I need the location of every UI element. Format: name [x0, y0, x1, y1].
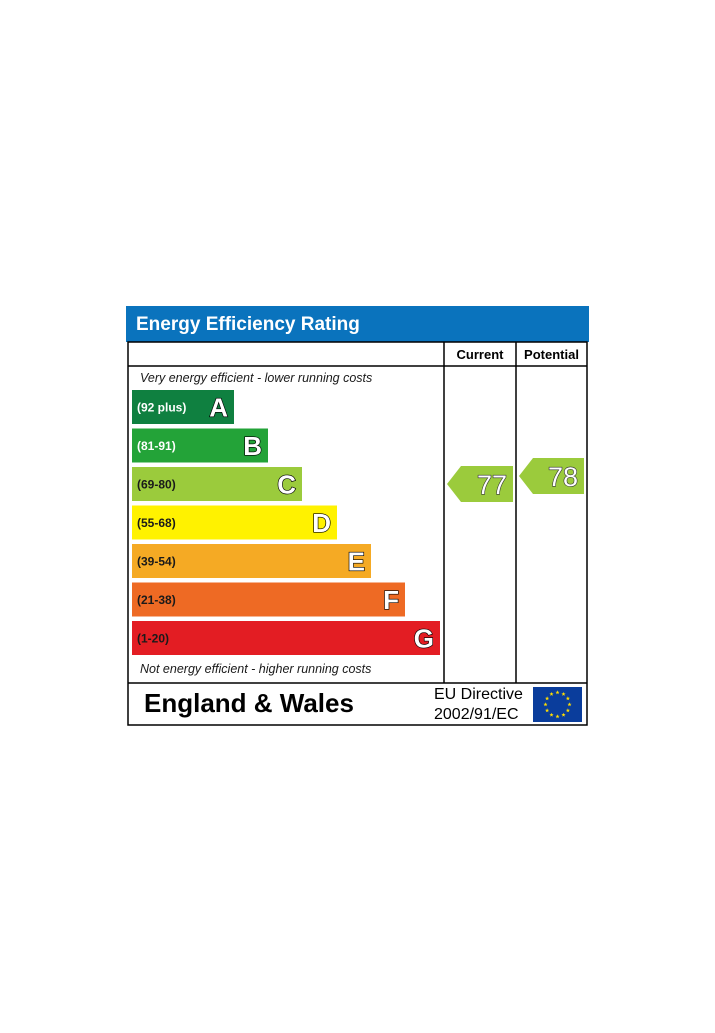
- eu-flag-star: [561, 712, 566, 717]
- eu-flag-star: [565, 708, 570, 713]
- current-rating: 77: [447, 466, 513, 502]
- band-b-range: (81-91): [137, 439, 176, 453]
- band-e-range: (39-54): [137, 555, 176, 569]
- band-e-letter: E: [348, 547, 365, 577]
- eu-flag-star: [545, 696, 550, 701]
- potential-column-header: Potential: [524, 347, 579, 362]
- eu-flag-star: [567, 702, 572, 707]
- band-d-letter: D: [312, 508, 331, 538]
- region-label: England & Wales: [144, 688, 354, 718]
- eu-flag-star: [555, 690, 560, 695]
- potential-rating-arrow: [519, 458, 584, 494]
- eu-flag-icon: [533, 687, 582, 722]
- eu-flag-star: [545, 708, 550, 713]
- eu-flag-star: [565, 696, 570, 701]
- band-c-bar: [132, 467, 302, 501]
- band-f-bar: [132, 582, 405, 617]
- current-column-header: Current: [457, 347, 505, 362]
- band-g-letter: G: [414, 624, 434, 654]
- potential-rating: 78: [519, 458, 584, 494]
- chart-title: Energy Efficiency Rating: [136, 314, 360, 335]
- band-f-letter: F: [383, 585, 399, 615]
- rating-bands: (92 plus) A (81-91) B (69-80) C (55-68) D (39-54…: [132, 390, 440, 655]
- band-d: (55-68) D: [132, 505, 337, 540]
- band-f-range: (21-38): [137, 593, 176, 607]
- band-g: (1-20) G: [132, 621, 440, 655]
- band-a-bar: [132, 390, 234, 424]
- band-c-letter: C: [277, 470, 296, 500]
- directive-line-1: EU Directive: [434, 686, 523, 703]
- band-c-range: (69-80): [137, 478, 176, 492]
- band-g-bar: [132, 621, 440, 655]
- band-b-bar: [132, 428, 268, 463]
- band-g-range: (1-20): [137, 632, 169, 646]
- band-c: (69-80) C: [132, 467, 302, 501]
- band-d-range: (55-68): [137, 516, 176, 530]
- potential-rating-value: 78: [548, 462, 578, 492]
- band-a-letter: A: [209, 393, 228, 423]
- band-e: (39-54) E: [132, 544, 371, 578]
- band-f: (21-38) F: [132, 582, 405, 617]
- band-a: (92 plus) A: [132, 390, 234, 424]
- eu-flag-star: [549, 712, 554, 717]
- band-d-bar: [132, 505, 337, 540]
- table-frame: [127, 341, 588, 726]
- current-rating-value: 77: [477, 470, 507, 500]
- band-a-range: (92 plus): [137, 401, 186, 415]
- current-rating-arrow: [447, 466, 513, 502]
- band-e-bar: [132, 544, 371, 578]
- top-note: Very energy efficient - lower running co…: [140, 371, 372, 385]
- eu-flag-star: [555, 714, 560, 719]
- eu-flag-star: [543, 702, 548, 707]
- energy-efficiency-rating-chart: Energy Efficiency Rating Current Potenti…: [126, 306, 589, 727]
- chart-header: [126, 306, 589, 342]
- bottom-note: Not energy efficient - higher running co…: [140, 662, 371, 676]
- band-b: (81-91) B: [132, 428, 268, 463]
- eu-flag-star: [561, 691, 566, 696]
- rating-arrows: 77 78: [447, 458, 584, 502]
- directive-line-2: 2002/91/EC: [434, 706, 519, 723]
- band-b-letter: B: [243, 431, 262, 461]
- eu-flag-star: [549, 691, 554, 696]
